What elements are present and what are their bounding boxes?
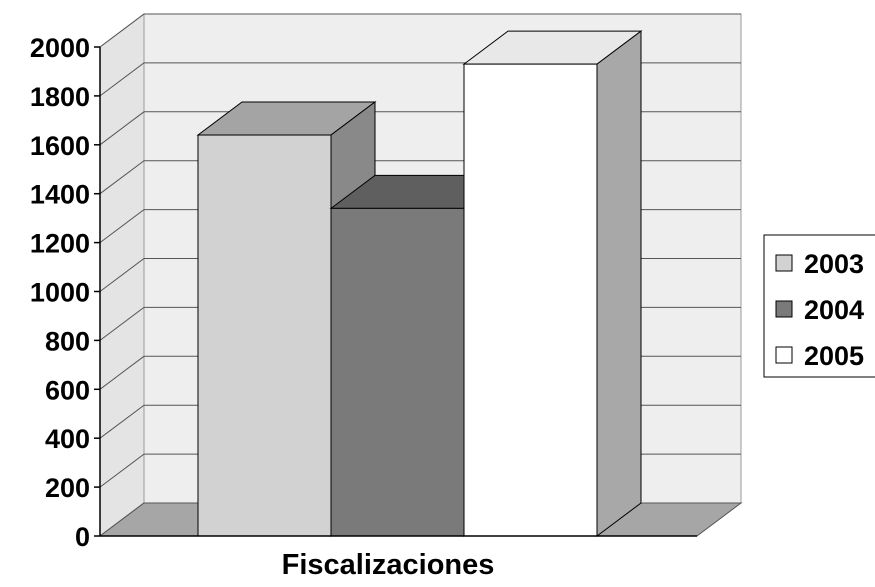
y-tick-label: 1200 [30,229,90,259]
y-tick-label: 1800 [30,82,90,112]
y-tick-label: 200 [45,473,90,503]
y-tick-label: 600 [45,375,90,405]
y-tick-label: 2000 [30,33,90,63]
bar-side-2005 [596,30,642,537]
legend-swatch-2005 [775,346,793,364]
legend-label-2004: 2004 [804,295,864,325]
x-category-label: Fiscalizaciones [282,549,495,581]
y-tick-label: 400 [45,424,90,454]
legend: 2003 2004 2005 [763,234,875,378]
bars [196,30,643,537]
legend-swatch-2003 [775,254,793,272]
bar-front-2004 [330,207,465,537]
y-tick-label: 1600 [30,131,90,161]
bar-front-2003 [197,134,332,537]
y-tick-label: 1400 [30,180,90,210]
bar-2005 [462,30,643,537]
x-axis-categories: Fiscalizaciones [282,549,495,581]
legend-swatch-2004 [775,300,793,318]
y-tick-label: 800 [45,326,90,356]
y-tick-label: 1000 [30,278,90,308]
y-tick-label: 0 [75,522,90,552]
y-axis-ticks: 0 200 400 600 800 1000 1200 1400 1600 1800 2000 [30,33,100,552]
bar-front-2005 [463,63,598,537]
legend-label-2003: 2003 [804,249,864,279]
legend-label-2005: 2005 [804,341,864,371]
gridline [99,13,741,48]
